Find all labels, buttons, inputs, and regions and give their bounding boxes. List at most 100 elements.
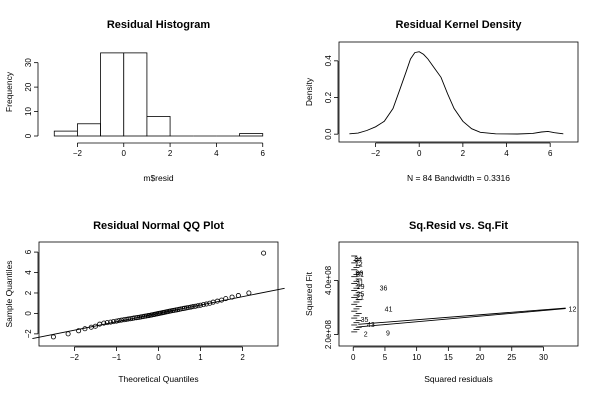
y-tick-label: 4.0e+08 bbox=[324, 265, 333, 295]
y-tick-label: 10 bbox=[24, 107, 33, 116]
qq-point bbox=[246, 290, 252, 296]
point-label: 29 bbox=[357, 284, 365, 291]
fit-segment bbox=[358, 307, 566, 325]
qq-point bbox=[235, 293, 241, 299]
chart-title: Residual Kernel Density bbox=[396, 19, 523, 31]
y-axis-label: Frequency bbox=[4, 71, 14, 112]
qq-point bbox=[101, 320, 107, 326]
point-label: 72 bbox=[355, 262, 363, 269]
y-tick-label: 4 bbox=[24, 270, 33, 275]
qq-point bbox=[113, 318, 119, 324]
residual-kernel-density-panel: Residual Kernel Density N = 84 Bandwidth … bbox=[304, 19, 579, 183]
plot-frame bbox=[38, 241, 279, 347]
density-curve bbox=[349, 51, 564, 135]
point-label: 12 bbox=[569, 306, 577, 313]
qq-point bbox=[203, 301, 209, 307]
x-tick-label: 4 bbox=[214, 149, 219, 158]
plot-frame bbox=[338, 41, 579, 143]
qq-point bbox=[192, 303, 198, 309]
x-tick-label: 20 bbox=[476, 353, 485, 362]
y-axis-label: Sample Quantiles bbox=[4, 260, 14, 327]
chart-title: Sq.Resid vs. Sq.Fit bbox=[409, 220, 508, 232]
x-tick-label: 15 bbox=[444, 353, 453, 362]
point-label: 84 bbox=[354, 256, 362, 263]
x-axis-label: m$resid bbox=[143, 173, 174, 183]
qq-point bbox=[229, 294, 235, 300]
x-axis-label: N = 84 Bandwidth = 0.3316 bbox=[407, 173, 510, 183]
x-tick-label: −2 bbox=[371, 149, 381, 158]
qq-point bbox=[97, 321, 103, 327]
qq-point bbox=[219, 297, 225, 303]
x-tick-label: 0 bbox=[156, 353, 161, 362]
point-label: 9 bbox=[386, 330, 390, 337]
x-tick-label: 0 bbox=[417, 149, 422, 158]
x-tick-label: 2 bbox=[461, 149, 466, 158]
x-tick-label: 10 bbox=[412, 353, 421, 362]
histogram-bar bbox=[146, 116, 171, 137]
qq-point bbox=[50, 334, 56, 340]
histogram-bar bbox=[123, 52, 148, 137]
qq-point bbox=[261, 250, 267, 256]
x-axis-label: Squared residuals bbox=[424, 374, 493, 384]
point-label: 31 bbox=[356, 279, 364, 286]
qq-point bbox=[188, 304, 194, 310]
x-tick-label: 30 bbox=[539, 353, 548, 362]
x-tick-label: 2 bbox=[168, 149, 173, 158]
histogram-bar bbox=[239, 133, 264, 137]
x-tick-label: 0 bbox=[122, 149, 127, 158]
x-tick-label: 25 bbox=[507, 353, 516, 362]
chart-title: Residual Histogram bbox=[107, 19, 211, 31]
point-label: 36 bbox=[380, 285, 388, 292]
y-tick-label: −2 bbox=[24, 329, 33, 339]
qq-point bbox=[190, 304, 196, 310]
x-axis-label: Theoretical Quantiles bbox=[118, 374, 198, 384]
qq-point bbox=[119, 317, 125, 323]
x-tick-label: 2 bbox=[240, 353, 245, 362]
plot-frame bbox=[338, 241, 579, 347]
point-label: 81 bbox=[356, 272, 364, 279]
histogram-bar bbox=[77, 123, 101, 137]
y-tick-label: 2.0e+08 bbox=[324, 319, 333, 349]
histogram-bar bbox=[100, 52, 125, 137]
y-axis-label: Squared Fit bbox=[304, 271, 314, 316]
y-axis-label: Density bbox=[304, 77, 314, 106]
point-label: 43 bbox=[367, 322, 375, 329]
qq-point bbox=[82, 326, 88, 332]
y-tick-label: 2 bbox=[24, 290, 33, 295]
y-tick-label: 0.2 bbox=[324, 91, 333, 103]
qq-point bbox=[207, 300, 213, 306]
y-tick-label: 20 bbox=[24, 82, 33, 91]
qq-point bbox=[108, 319, 114, 325]
residual-normal-qq-panel: Residual Normal QQ Plot Theoretical Quant… bbox=[4, 220, 285, 384]
qq-point bbox=[200, 302, 206, 308]
y-tick-label: 0 bbox=[24, 311, 33, 316]
qq-point bbox=[65, 331, 71, 337]
chart-title: Residual Normal QQ Plot bbox=[93, 220, 224, 232]
y-tick-label: 0.4 bbox=[324, 55, 333, 67]
qq-point bbox=[76, 328, 82, 334]
point-label: 21 bbox=[356, 295, 364, 302]
x-tick-label: 5 bbox=[383, 353, 388, 362]
x-tick-label: 4 bbox=[504, 149, 509, 158]
point-label: 41 bbox=[385, 306, 393, 313]
point-label: 25 bbox=[356, 292, 364, 299]
fit-segment bbox=[357, 308, 566, 328]
qq-point bbox=[116, 318, 122, 324]
point-label: 2 bbox=[364, 332, 368, 339]
x-tick-label: 0 bbox=[351, 353, 356, 362]
qq-point bbox=[92, 323, 98, 329]
y-tick-label: 0 bbox=[24, 133, 33, 138]
qq-point bbox=[111, 319, 117, 325]
y-tick-label: 30 bbox=[24, 58, 33, 67]
qq-point bbox=[195, 303, 201, 309]
x-tick-label: 1 bbox=[198, 353, 203, 362]
qq-point bbox=[133, 315, 139, 321]
y-tick-label: 0.0 bbox=[324, 128, 333, 140]
x-tick-label: −1 bbox=[112, 353, 122, 362]
histogram-bar bbox=[53, 130, 78, 137]
x-tick-label: 6 bbox=[548, 149, 553, 158]
y-tick-label: 6 bbox=[24, 249, 33, 254]
qq-point bbox=[223, 296, 229, 302]
